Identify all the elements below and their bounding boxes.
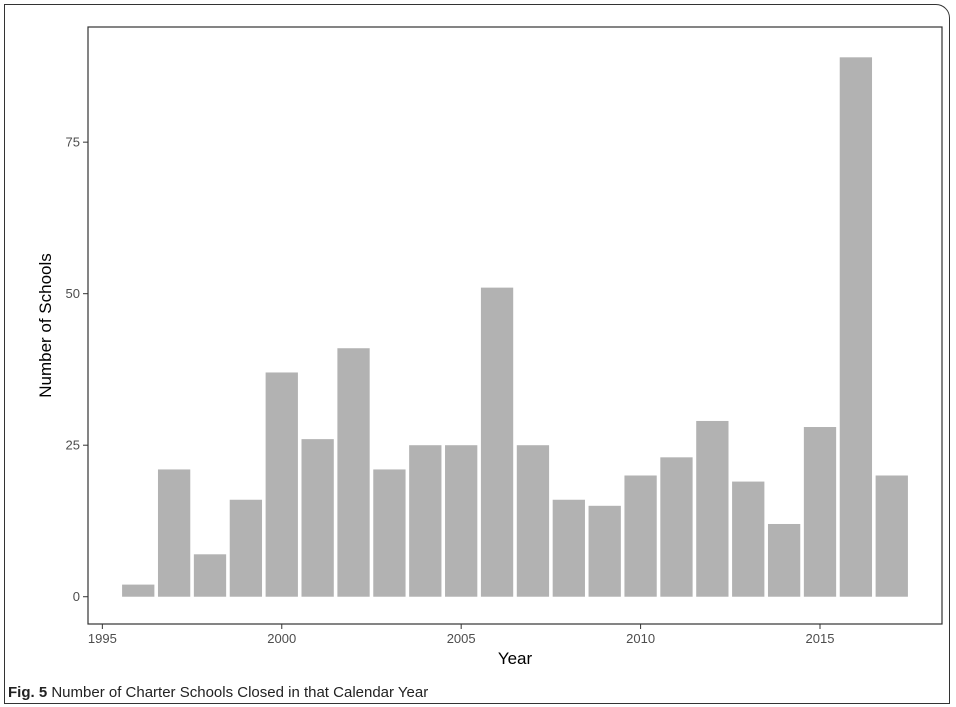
bars-group <box>122 57 908 597</box>
bar-2015 <box>803 427 837 597</box>
bar-2011 <box>660 457 693 597</box>
bar-1997 <box>157 469 191 597</box>
bar-2004 <box>409 445 442 597</box>
x-tick-label: 2010 <box>626 631 655 646</box>
x-axis-title: Year <box>498 649 533 668</box>
bar-2014 <box>767 523 801 597</box>
bar-2006 <box>480 287 514 597</box>
figure-caption: Fig. 5 Number of Charter Schools Closed … <box>8 684 428 701</box>
caption-text: Number of Charter Schools Closed in that… <box>47 684 429 701</box>
y-axis: 0 25 50 75 <box>66 135 88 604</box>
bar-2008 <box>552 499 585 597</box>
bar-2002 <box>337 348 370 597</box>
bar-2012 <box>696 420 729 597</box>
plot-panel-border <box>87 26 943 625</box>
x-tick-label: 2000 <box>267 631 296 646</box>
bar-2016 <box>839 57 873 597</box>
x-axis: 1995 2000 2005 2010 2015 <box>88 624 835 646</box>
bar-2003 <box>373 469 406 597</box>
y-tick-label: 0 <box>73 589 80 604</box>
bar-1996 <box>122 584 155 597</box>
figure-label: Fig. 5 <box>8 684 48 701</box>
bar-1998 <box>193 554 227 597</box>
x-tick-label: 2005 <box>447 631 476 646</box>
x-tick-label: 1995 <box>88 631 117 646</box>
bar-2013 <box>732 481 765 597</box>
bar-2017 <box>875 475 908 597</box>
bar-2009 <box>588 505 621 597</box>
y-tick-label: 25 <box>66 438 80 453</box>
y-axis-title: Number of Schools <box>36 253 55 398</box>
bar-2010 <box>624 475 657 597</box>
bar-1999 <box>229 499 263 597</box>
bar-2001 <box>301 439 334 597</box>
figure-frame <box>4 4 950 704</box>
y-tick-label: 75 <box>66 135 80 150</box>
bar-2000 <box>265 372 298 597</box>
y-tick-label: 50 <box>66 286 80 301</box>
bar-2005 <box>445 445 478 597</box>
bar-2007 <box>516 445 550 597</box>
x-tick-label: 2015 <box>806 631 835 646</box>
